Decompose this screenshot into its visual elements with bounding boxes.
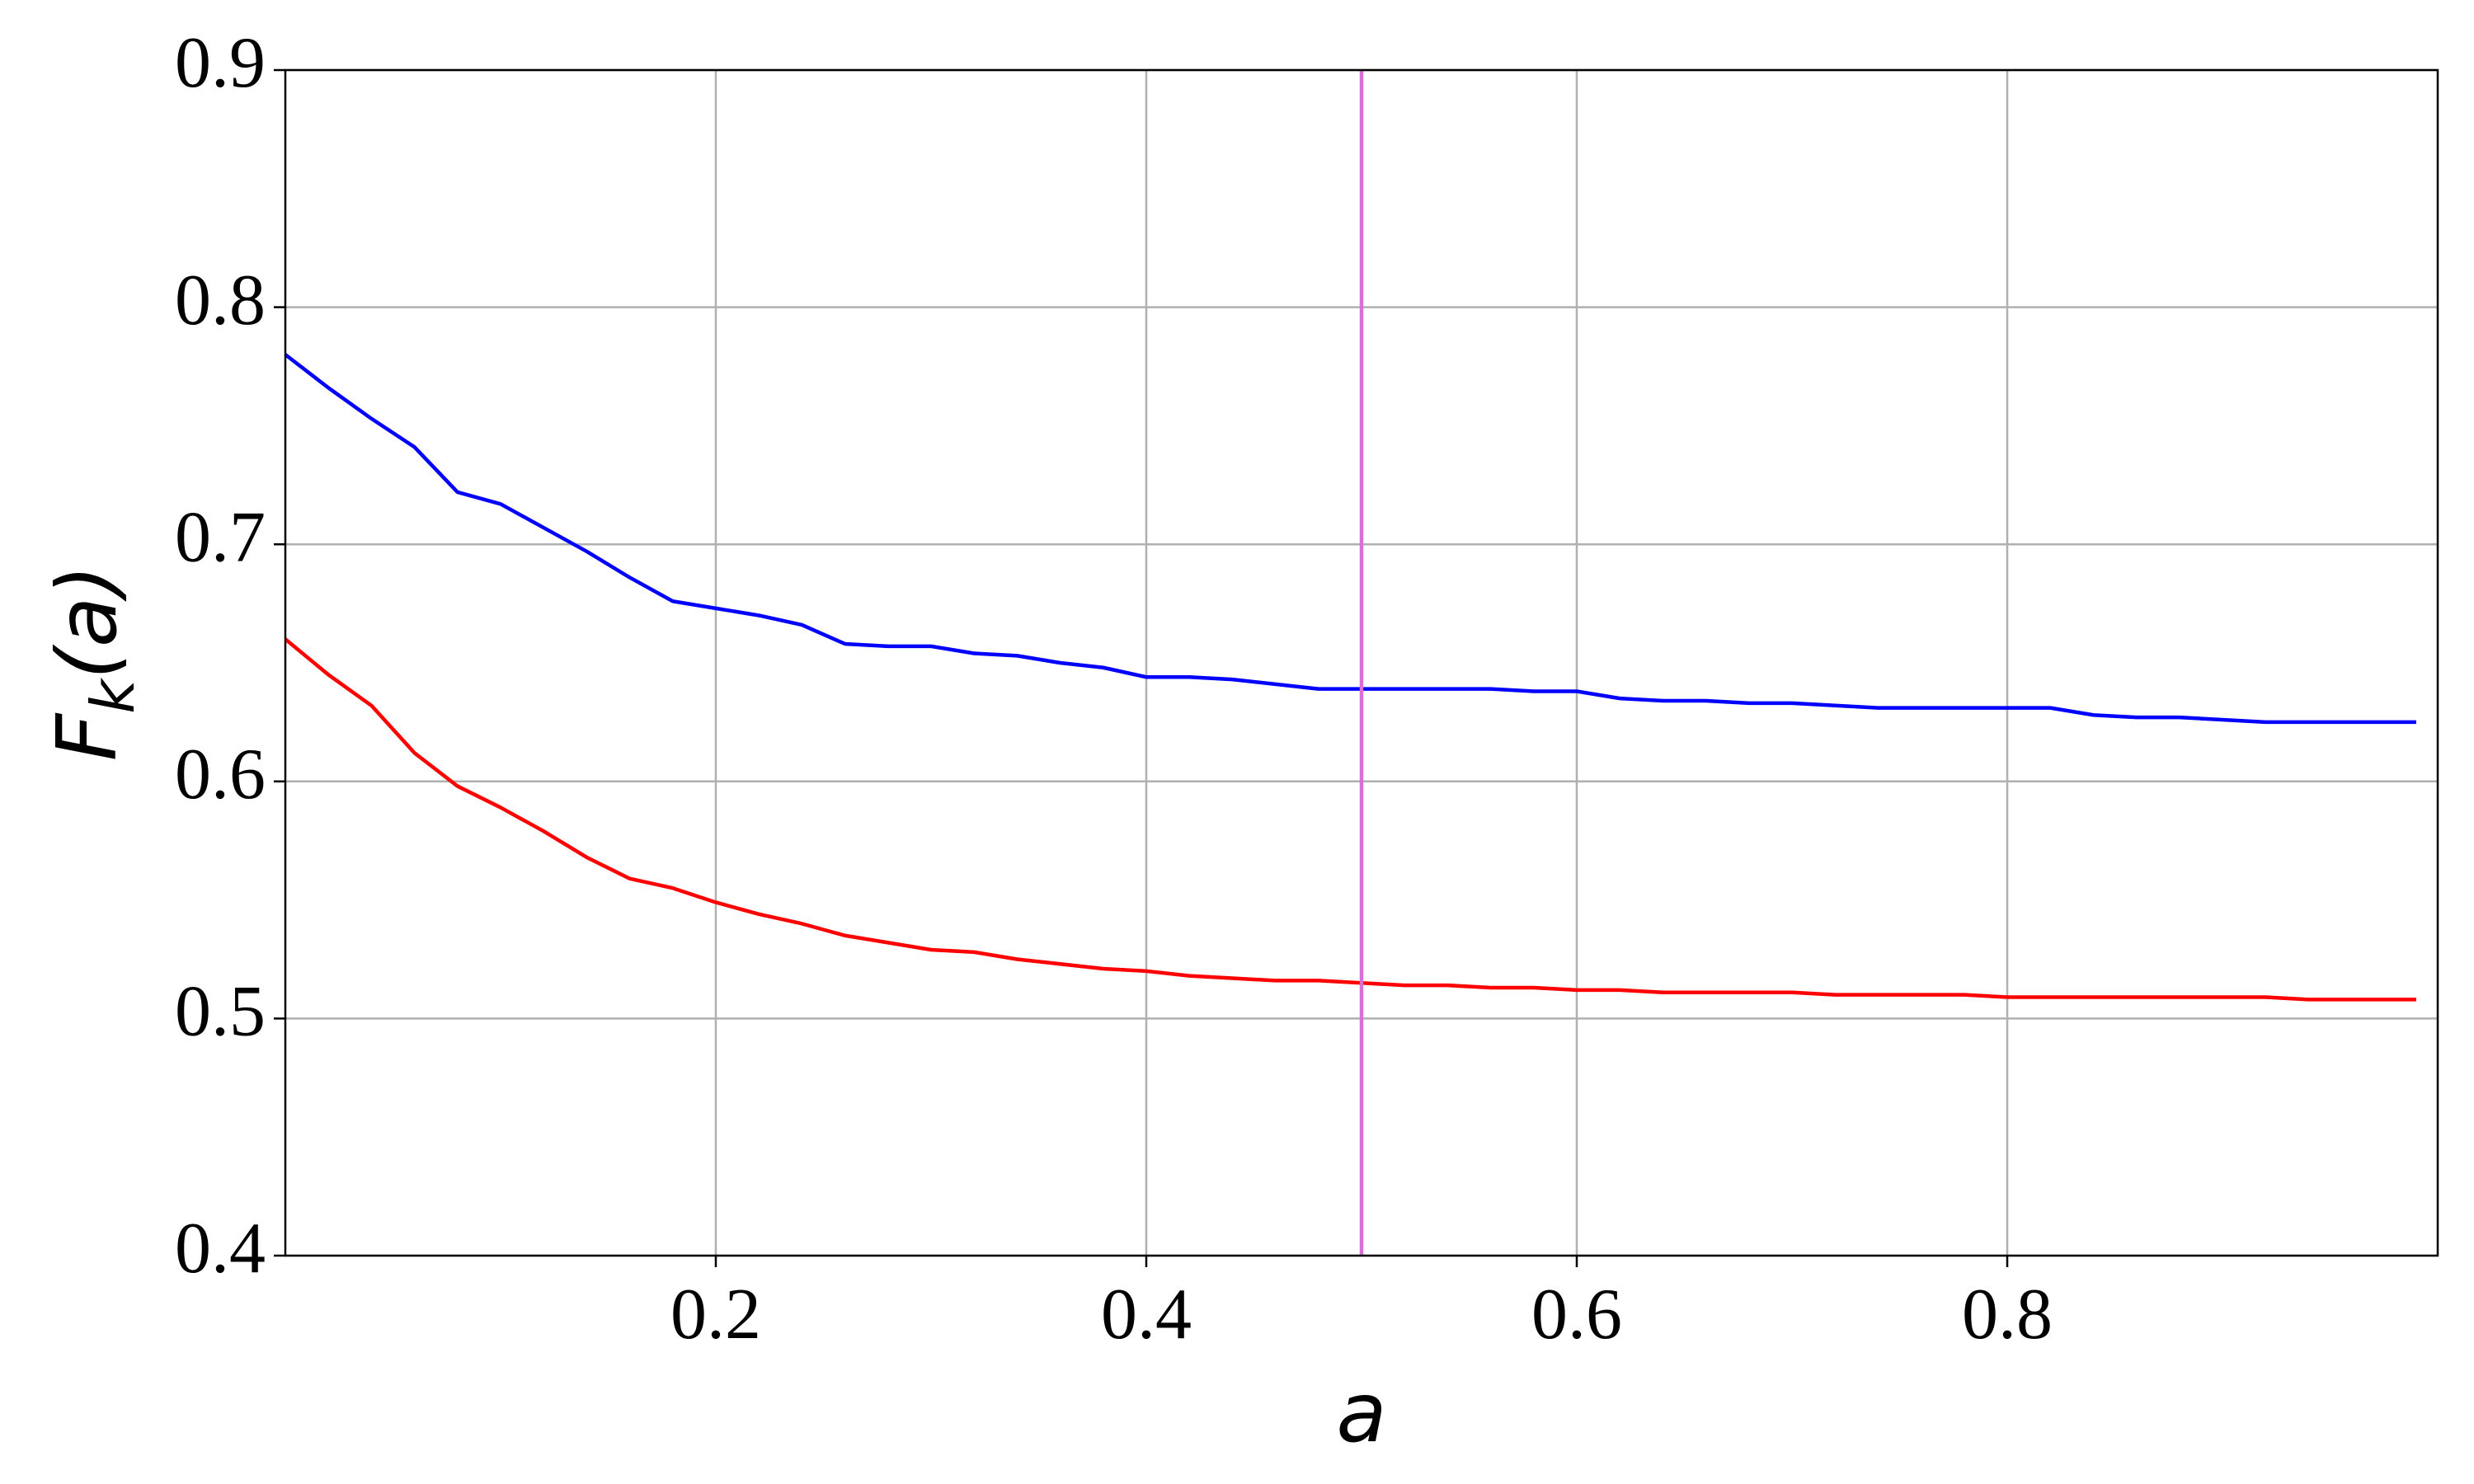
x-tick-label: 0.2 [670,1275,761,1355]
y-tick-label: 0.7 [175,497,266,577]
x-axis-label: a [1336,1364,1386,1461]
plot-frame [284,68,2439,1257]
x-tick-label: 0.6 [1531,1275,1622,1355]
y-tick-label: 0.5 [175,972,266,1052]
data-line [284,353,2416,725]
y-tick-label: 0.4 [175,1209,266,1289]
x-tick-label: 0.4 [1101,1275,1192,1355]
y-label-rest: (a) [39,565,135,679]
y-tick-label: 0.9 [175,23,266,103]
y-label-sub: k [78,677,148,714]
x-tick-label: 0.8 [1962,1275,2053,1355]
y-label-main: F [39,712,135,761]
y-tick-label: 0.6 [175,735,266,815]
y-axis-label: Fk(a) [39,565,148,762]
y-tick-label: 0.8 [175,261,266,340]
data-line [284,637,2416,1002]
